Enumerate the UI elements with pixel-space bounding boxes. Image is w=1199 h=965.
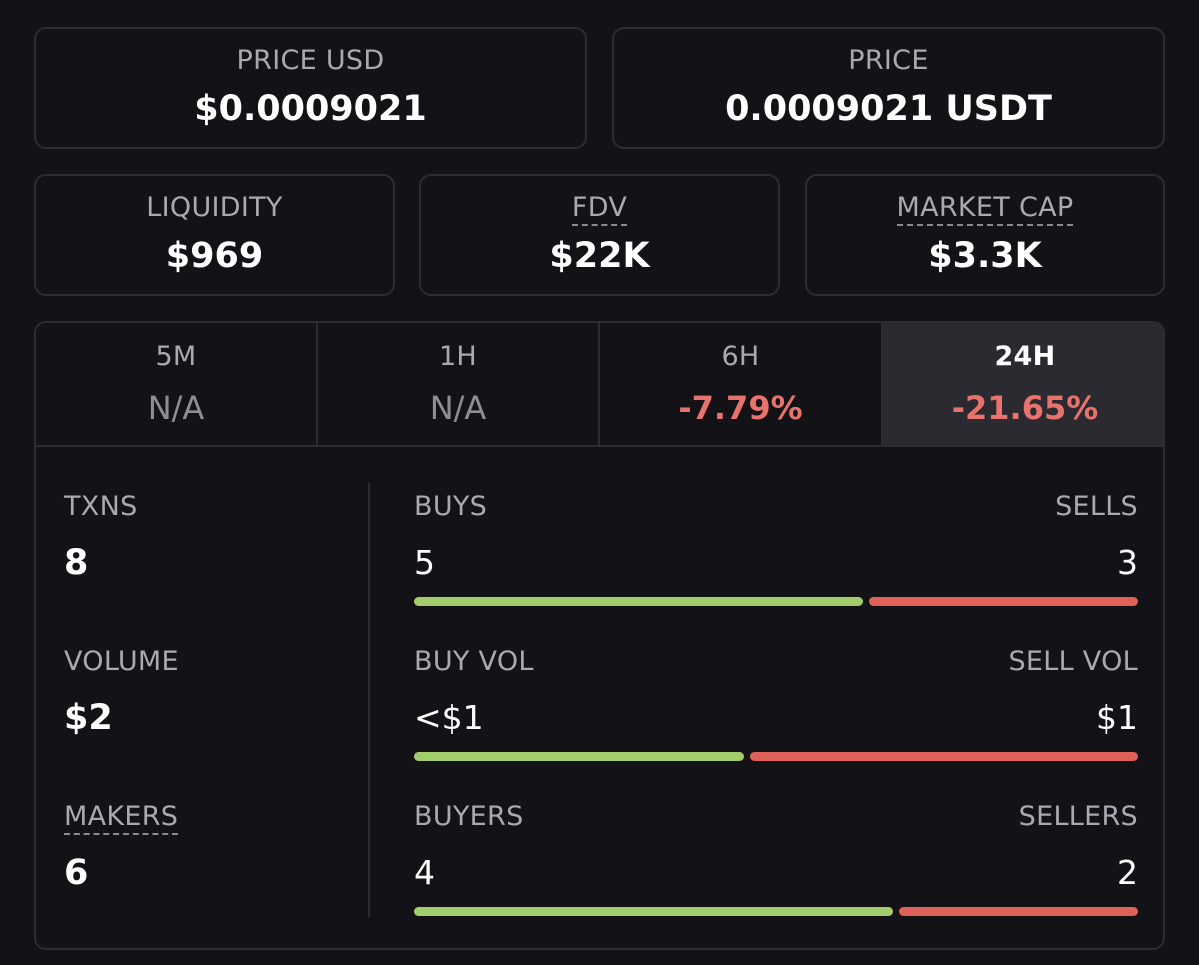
divider — [368, 483, 370, 917]
tab-value: N/A — [147, 389, 205, 427]
stat-value: 8 — [64, 543, 89, 583]
left-value: 5 — [414, 543, 435, 582]
label: FDV — [421, 192, 778, 226]
market-cap-card: MARKET CAP $3.3K — [805, 174, 1165, 296]
tab[interactable]: 6H -7.79% — [600, 323, 883, 447]
tab-value: N/A — [429, 389, 487, 427]
price-usd-card: PRICE USD $0.0009021 — [34, 27, 587, 149]
stat-label: VOLUME — [64, 646, 179, 677]
buyers-sellers: BUYERS SELLERS 4 2 — [414, 801, 1138, 921]
tab[interactable]: 1H N/A — [318, 323, 600, 447]
right-value: 2 — [1117, 853, 1138, 892]
buy-bar — [414, 597, 863, 606]
sell-bar — [868, 597, 1138, 606]
value: $22K — [549, 236, 650, 276]
label-text: MARKET CAP — [896, 192, 1074, 226]
right-value: $1 — [1096, 698, 1138, 737]
label: PRICE USD — [236, 45, 385, 76]
value: $0.0009021 — [194, 89, 427, 129]
right-value: 3 — [1117, 543, 1138, 582]
value: $969 — [165, 236, 264, 276]
tab-value: -21.65% — [951, 389, 1099, 427]
value: $3.3K — [928, 236, 1042, 276]
tab-label: 5M — [155, 341, 197, 372]
buyer-bar — [414, 907, 893, 916]
left-value: 4 — [414, 853, 435, 892]
buy-sell-volume: BUY VOL SELL VOL <$1 $1 — [414, 646, 1138, 766]
ratio-bar — [414, 597, 1138, 606]
price-card: PRICE 0.0009021 USDT — [612, 27, 1165, 149]
stat-label: TXNS — [64, 491, 138, 522]
tab-label: 6H — [721, 341, 760, 372]
buys-sells: BUYS SELLS 5 3 — [414, 491, 1138, 611]
fdv-card: FDV $22K — [419, 174, 780, 296]
left-value: <$1 — [414, 698, 484, 737]
right-label: SELLERS — [1018, 801, 1138, 832]
buy-bar — [414, 752, 745, 761]
left-label: BUYERS — [414, 801, 524, 832]
ratio-bar — [414, 907, 1138, 916]
value: 0.0009021 USDT — [725, 89, 1052, 129]
seller-bar — [898, 907, 1138, 916]
tab-label: 1H — [438, 341, 478, 372]
tab[interactable]: 5M N/A — [36, 323, 318, 447]
stats-panel: 5M N/A 1H N/A 6H -7.79% 24H -21.65% TXNS… — [34, 321, 1165, 950]
stat-value: $2 — [64, 698, 113, 738]
right-label: SELLS — [1055, 491, 1138, 522]
liquidity-card: LIQUIDITY $969 — [34, 174, 395, 296]
left-label: BUYS — [414, 491, 488, 522]
tab-value: -7.79% — [678, 389, 803, 427]
label: MARKET CAP — [807, 192, 1163, 226]
sell-bar — [750, 752, 1138, 761]
left-label: BUY VOL — [414, 646, 534, 677]
stat-label: MAKERS — [64, 801, 179, 835]
right-label: SELL VOL — [1008, 646, 1138, 677]
label: PRICE — [848, 45, 929, 76]
tab-label: 24H — [994, 341, 1056, 372]
label: LIQUIDITY — [146, 192, 283, 223]
tab[interactable]: 24H -21.65% — [883, 323, 1163, 447]
stat-value: 6 — [64, 853, 89, 893]
label-text: FDV — [571, 192, 628, 226]
ratio-bar — [414, 752, 1138, 761]
label-text: MAKERS — [64, 801, 179, 835]
